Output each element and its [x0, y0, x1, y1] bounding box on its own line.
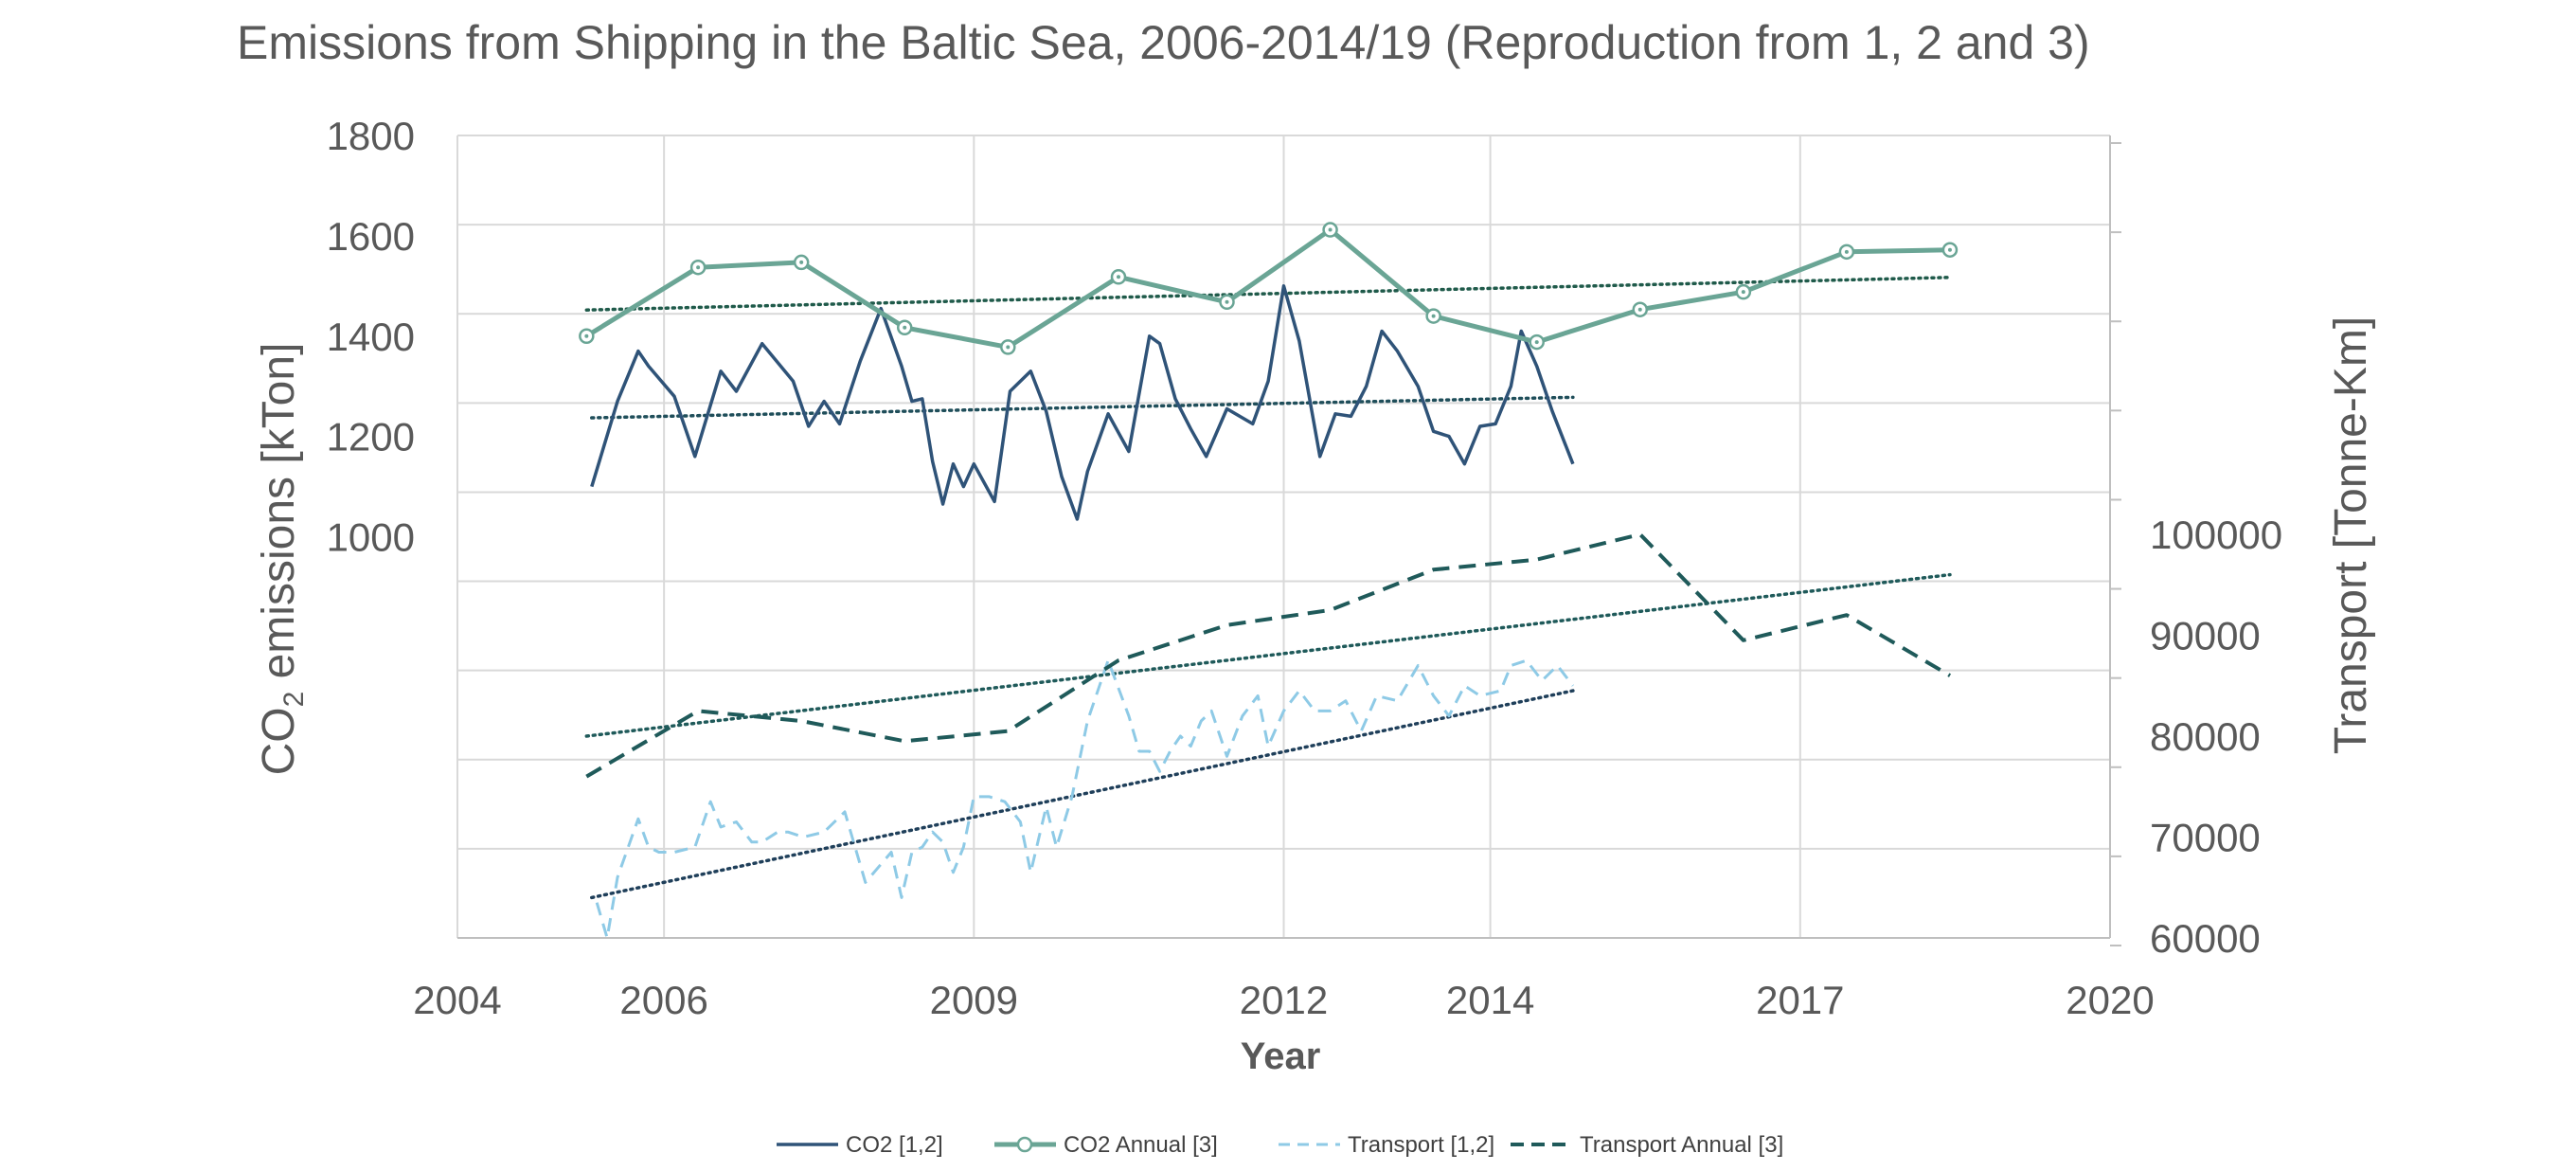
- y-right-tick-label: 60000: [2150, 916, 2261, 961]
- legend-label: CO2 [1,2]: [846, 1132, 943, 1158]
- data-point-center: [1328, 227, 1333, 232]
- y-right-tick-label: 100000: [2150, 513, 2282, 557]
- legend-label: CO2 Annual [3]: [1064, 1132, 1218, 1158]
- data-point-center: [1006, 345, 1011, 350]
- series-lines: [579, 222, 1959, 940]
- data-point-center: [1637, 307, 1642, 312]
- x-axis-ticks: 2004 2006 2009 2012 2014 2017 2020: [413, 978, 2154, 1022]
- series-line: [595, 658, 1575, 940]
- y-left-tick-label: 1600: [327, 214, 415, 259]
- y-axis-left-ticks: 1000 1200 1400 1600 1800: [327, 114, 415, 560]
- data-point-center: [1534, 340, 1539, 345]
- x-tick-label: 2017: [1756, 978, 1844, 1022]
- data-point-center: [903, 325, 907, 330]
- x-tick-label: 2009: [930, 978, 1018, 1022]
- data-point-center: [696, 265, 701, 270]
- legend-label: Transport Annual [3]: [1580, 1132, 1783, 1158]
- y-axis-right-title: Transport [Tonne-Km]: [2326, 316, 2376, 754]
- data-point-center: [584, 333, 589, 338]
- chart-title: Emissions from Shipping in the Baltic Se…: [237, 16, 2090, 69]
- trendline: [590, 689, 1575, 900]
- data-point-center: [1431, 314, 1436, 318]
- y-axis-left-title-rest: emissions [kTon]: [254, 343, 304, 692]
- trendlines: [584, 276, 1952, 900]
- y-right-tick-label: 80000: [2150, 714, 2261, 759]
- data-point-center: [799, 260, 804, 264]
- series-line: [590, 284, 1575, 521]
- y-left-tick-label: 1800: [327, 114, 415, 158]
- data-point-center: [1225, 299, 1229, 304]
- y-left-tick-label: 1200: [327, 415, 415, 459]
- y-right-tick-label: 70000: [2150, 816, 2261, 860]
- y-left-tick-label: 1400: [327, 315, 415, 359]
- grid: [456, 135, 2121, 946]
- y-axis-right-ticks: 60000 70000 80000 90000 100000: [2150, 513, 2282, 961]
- trendline: [584, 572, 1952, 738]
- trendline: [584, 276, 1952, 312]
- series-line: [585, 532, 1952, 779]
- x-axis-title: Year: [1241, 1036, 1321, 1077]
- x-tick-label: 2004: [413, 978, 501, 1022]
- y-left-tick-label: 1000: [327, 515, 415, 560]
- data-point-center: [1741, 290, 1745, 295]
- legend-label: Transport [1,2]: [1348, 1132, 1494, 1158]
- data-point-center: [1117, 275, 1120, 279]
- y-axis-left-title: CO2 emissions [kTon]: [254, 343, 310, 776]
- data-point-center: [1844, 249, 1849, 254]
- trendline: [590, 395, 1575, 420]
- legend: CO2 [1,2] CO2 Annual [3] Transport [1,2] Tr…: [777, 1132, 1783, 1158]
- y-axis-left-title-main: CO: [254, 707, 304, 775]
- x-tick-label: 2012: [1240, 978, 1328, 1022]
- x-tick-label: 2006: [619, 978, 707, 1022]
- legend-marker: [1016, 1136, 1033, 1153]
- x-tick-label: 2014: [1446, 978, 1534, 1022]
- series-line: [584, 227, 1951, 350]
- data-point-center: [1947, 247, 1952, 252]
- y-right-tick-label: 90000: [2150, 614, 2261, 658]
- y-axis-left-title-sub: 2: [278, 692, 310, 708]
- x-tick-label: 2020: [2066, 978, 2154, 1022]
